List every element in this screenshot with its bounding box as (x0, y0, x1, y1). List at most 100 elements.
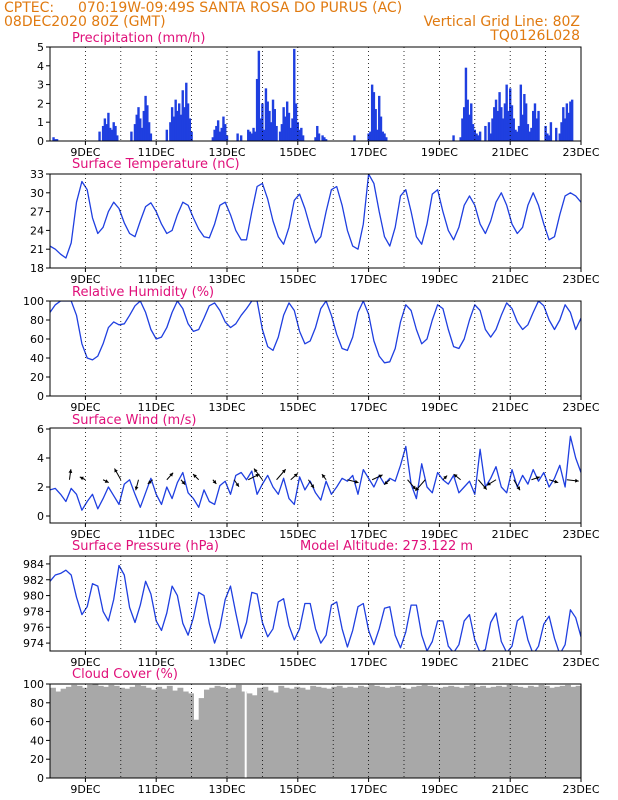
cloud-bar (437, 687, 444, 778)
cloud-bar (304, 689, 311, 778)
wind-arrow (253, 468, 263, 481)
precip-bar (461, 118, 464, 141)
precip-bar (530, 127, 533, 141)
precip-bar (291, 118, 294, 141)
precip-bar (546, 133, 549, 141)
wind-arrow-head (114, 468, 118, 473)
wind-arrow-head (293, 473, 298, 478)
precip-bar (547, 135, 551, 141)
cloud-bar (490, 686, 497, 778)
cloud-bar (474, 686, 481, 778)
temp-ytick-label: 27 (30, 206, 44, 219)
cloud-bar (506, 684, 513, 778)
cloud-bar (129, 686, 136, 778)
precip-bar (261, 103, 264, 141)
wind-title: Surface Wind (m/s) (72, 413, 196, 428)
wind-arrow (114, 468, 122, 480)
precip-bar (353, 135, 356, 141)
pressure-xtick-label: 15DEC (279, 656, 316, 669)
precip-bar (213, 129, 216, 141)
wind-xtick-label: 19DEC (421, 528, 458, 541)
humidity-ytick-label: 80 (30, 314, 44, 327)
precip-bar (376, 129, 379, 141)
precip-bar (317, 133, 321, 141)
precip-frame (49, 46, 582, 142)
wind-arrow (308, 479, 315, 489)
cloud-gap (244, 684, 247, 778)
precip-bar (186, 103, 190, 141)
wind-arrow (290, 473, 299, 481)
precip-bar (172, 116, 176, 141)
cloud-bar (81, 687, 88, 778)
precip-bar (270, 122, 273, 141)
wind-xtick-label: 11DEC (138, 528, 175, 541)
precip-bar (535, 118, 538, 141)
wind-arrow (486, 479, 497, 486)
precip-bar (314, 137, 317, 141)
precip-xtick-label: 21DEC (492, 146, 529, 159)
precip-bar (133, 124, 137, 141)
precip-bar (101, 125, 105, 141)
humidity-xtick-label: 11DEC (138, 401, 175, 414)
cloud-bar (161, 688, 168, 778)
cloud-bar (273, 692, 279, 778)
cloud-bar (257, 687, 263, 778)
precip-bar (544, 125, 547, 141)
precip-bar (470, 103, 473, 141)
humidity-frame (49, 300, 582, 397)
precip-bar (500, 107, 503, 141)
cloud-bar (166, 685, 173, 778)
precip-bar (471, 124, 475, 141)
precip-bar (367, 133, 370, 141)
pressure-ytick-label: 982 (23, 574, 44, 587)
precip-bar (300, 127, 303, 141)
cloud-bar (368, 684, 375, 778)
wind-arrow (212, 479, 217, 485)
wind-xtick-label: 23DEC (562, 528, 599, 541)
cloud-bar (352, 687, 359, 778)
precip-bar (225, 135, 229, 141)
cloud-bar (395, 685, 402, 778)
wind-arrow-head (412, 485, 416, 490)
precip-bar (516, 131, 519, 141)
precip-bar (52, 137, 55, 141)
cloud-xtick-label: 23DEC (562, 783, 599, 796)
wind-arrow (477, 479, 488, 490)
wind-arrow (371, 474, 383, 481)
precip-bar (262, 129, 266, 141)
wind-arrow-head (79, 476, 84, 481)
wind-line (50, 435, 581, 511)
cloud-bar (336, 685, 343, 778)
cloud-bar (177, 687, 184, 778)
cloud-xtick-label: 17DEC (350, 783, 387, 796)
wind-arrow-head (104, 479, 109, 483)
precip-xtick-label: 23DEC (562, 146, 599, 159)
precip-bar (468, 114, 471, 141)
cloud-xtick-label: 15DEC (279, 783, 316, 796)
precip-bar (264, 88, 268, 141)
precip-bar (55, 139, 59, 141)
temp-xtick-label: 9DEC (70, 273, 100, 286)
cloud-bar (363, 686, 370, 778)
wind-ytick-label: 6 (37, 423, 44, 436)
precip-bar (562, 107, 565, 141)
precip-bar (174, 99, 177, 141)
cloud-bar (140, 685, 147, 778)
wind-ytick-label: 2 (37, 481, 44, 494)
cloud-bar (442, 686, 449, 778)
pressure-ytick-label: 980 (23, 590, 44, 603)
cloud-bar (554, 686, 561, 778)
cloud-panel: 0 20 40 60 80 100 9DEC 11DEC 13DEC 15DEC 17DEC 19DE… (23, 678, 600, 796)
wind-arrow-head (575, 478, 579, 483)
cloud-title: Cloud Cover (%) (72, 667, 178, 682)
precip-bar (289, 127, 292, 141)
pressure-ytick-label: 984 (23, 558, 44, 571)
cloud-bar (294, 686, 301, 778)
cloud-bar (267, 690, 274, 778)
cloud-bar (533, 686, 540, 778)
precip-bar (462, 107, 466, 141)
precip-bar (378, 95, 381, 141)
precip-bar (280, 124, 284, 141)
precip-bar (178, 103, 181, 141)
cloud-bar (251, 695, 258, 778)
